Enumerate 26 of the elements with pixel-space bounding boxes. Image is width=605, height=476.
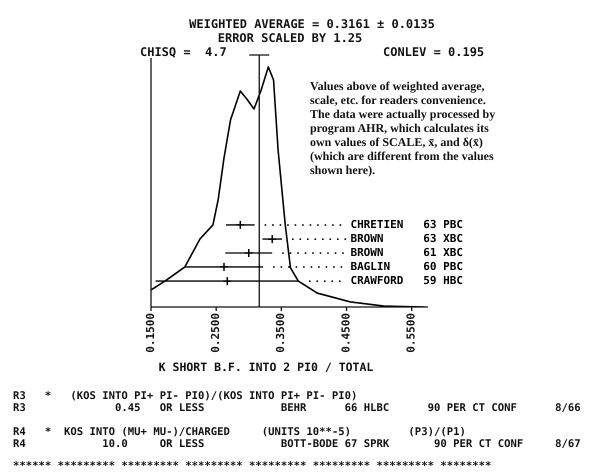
legend-label: BAGLIN 60 PBC: [350, 260, 464, 273]
x-tick-label: 0.1500: [144, 313, 157, 353]
legend-label: CRAWFORD 59 HBC: [350, 274, 464, 287]
x-axis-title: K SHORT B.F. INTO 2 PI0 / TOTAL: [158, 360, 374, 374]
chart-subtitle: ERROR SCALED BY 1.25: [218, 31, 362, 45]
text: R4 * KOS INTO (MU+ MU-)/CHARGED (UNITS 10**-5) (P3)/(P1): [13, 426, 466, 438]
text: ****** ********* ********* ********* ********* ********* ********* ********: [13, 460, 492, 472]
point: [267, 234, 277, 244]
text: CHISQ = 4.7: [140, 45, 227, 59]
text: R3 * (KOS INTO PI+ PI- PI0)/(KOS INTO PI+ PI- PI0): [13, 390, 358, 402]
point: [236, 220, 246, 230]
chart-title: WEIGHTED AVERAGE = 0.3161 ± 0.0135: [189, 17, 435, 31]
x-tick-label: 0.3500: [274, 313, 288, 353]
legend-label: BROWN 61 XBC: [350, 246, 464, 259]
text: CONLEV = 0.195: [383, 45, 484, 59]
x-tick-label: 0.2500: [209, 313, 222, 353]
point: [219, 262, 229, 272]
x-tick-label: 0.4500: [339, 313, 352, 353]
legend-label: CHRETIEN 63 PBC: [350, 218, 464, 231]
annotation: Values above of weighted average, scale, etc. for readers convenience. The data were actually processed by program AHR, which calculates its own values of SCALE, x̄, and δ(x̄) (which are different from the values shown here).: [310, 79, 496, 177]
text: R4 10.0 OR LESS BOTT-BODE 67 SPRK 90 PER CT CONF 8/67: [13, 438, 581, 450]
text: R3 0.45 OR LESS BEHR 66 HLBC 90 PER CT CONF 8/66: [13, 402, 581, 414]
legend-label: BROWN 63 XBC: [350, 232, 464, 245]
point: [222, 276, 232, 286]
x-tick-label: 0.5500: [404, 313, 418, 353]
point: [244, 248, 254, 258]
